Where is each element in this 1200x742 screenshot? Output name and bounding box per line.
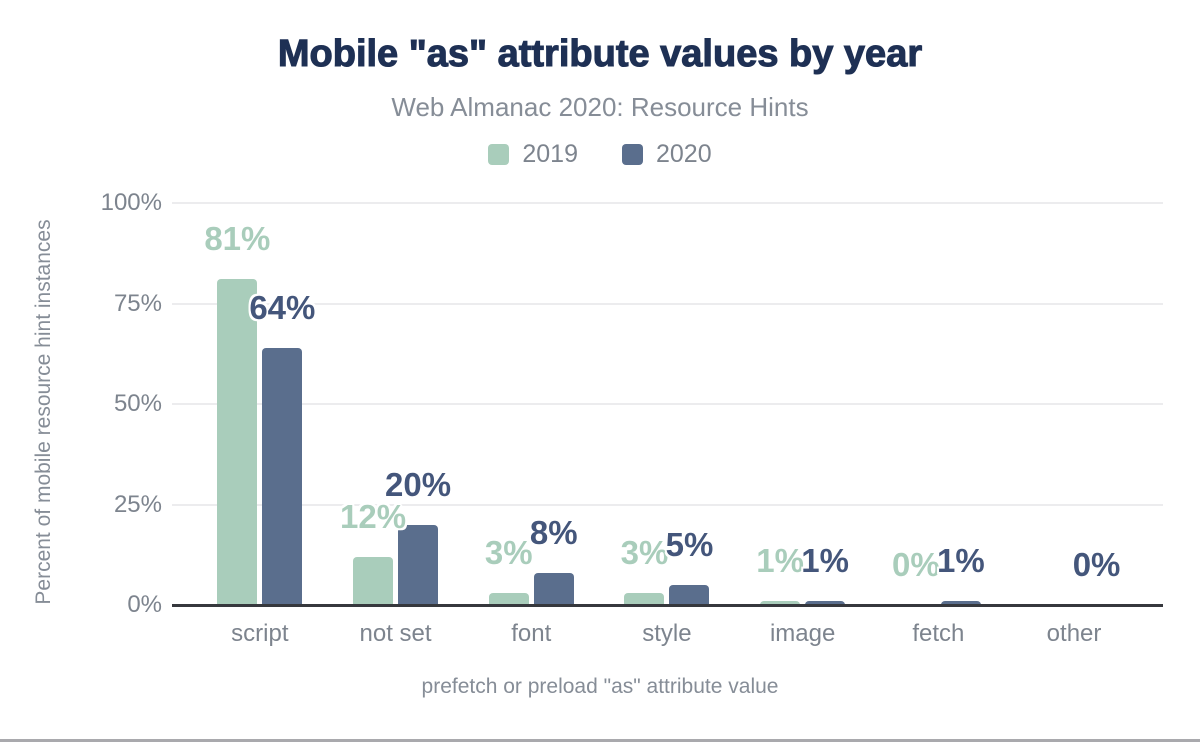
gridline-75 xyxy=(172,302,1163,305)
bar-2019-style xyxy=(624,592,665,605)
gridline-100 xyxy=(172,202,1163,204)
y-tick-label-100: 100% xyxy=(100,189,162,216)
category-label-image: image xyxy=(769,620,836,647)
category-label-other: other xyxy=(1046,620,1102,647)
bar-2019-script xyxy=(217,279,258,605)
legend: 2019 2020 xyxy=(0,140,1200,169)
gridline-50 xyxy=(172,403,1163,405)
chart-subtitle: Web Almanac 2020: Resource Hints xyxy=(391,92,809,122)
y-tick-label-25: 25% xyxy=(113,490,162,518)
bottom-edge-divider xyxy=(0,739,1200,742)
category-label-not-set: not set xyxy=(359,620,432,647)
bar-2020-style xyxy=(669,584,710,605)
y-tick-label-75: 75% xyxy=(113,289,162,317)
bar-value-label-2020-style: 5% xyxy=(665,525,714,563)
legend-swatch-icon xyxy=(622,144,643,165)
legend-label: 2019 xyxy=(522,140,578,168)
chart-title: Mobile "as" attribute values by year xyxy=(277,32,923,75)
bar-value-label-2020-image: 1% xyxy=(801,541,849,579)
bar-value-label-2020-fetch: 1% xyxy=(936,541,985,579)
bar-value-label-2019-not-set: 12% xyxy=(340,497,407,535)
bar-value-label-2019-font: 3% xyxy=(484,533,533,571)
bar-value-label-2020-other: 0% xyxy=(1072,546,1121,583)
y-tick-label-0: 0% xyxy=(127,591,162,618)
bar-2019-font xyxy=(488,592,529,605)
legend-item-2019[interactable]: 2019 xyxy=(488,140,578,169)
category-label-fetch: fetch xyxy=(912,620,965,647)
category-label-style: style xyxy=(642,620,692,647)
bar-2020-fetch xyxy=(940,600,981,605)
bar-value-label-2019-fetch: 0% xyxy=(891,546,940,583)
bar-value-label-2020-not-set: 20% xyxy=(385,465,452,503)
y-axis-title: Percent of mobile resource hint instance… xyxy=(32,219,55,605)
legend-swatch-icon xyxy=(488,144,510,165)
bar-2020-font xyxy=(533,572,574,605)
bar-value-label-2019-script: 81% xyxy=(204,220,271,258)
category-label-script: script xyxy=(231,620,289,647)
bar-value-label-2019-style: 3% xyxy=(620,533,669,571)
bar-2020-script xyxy=(262,347,303,605)
x-axis-line xyxy=(172,604,1163,607)
y-tick-label-50: 50% xyxy=(113,390,162,417)
bar-value-label-2019-image: 1% xyxy=(756,541,804,579)
legend-item-2020[interactable]: 2020 xyxy=(622,140,712,169)
gridline-25 xyxy=(172,503,1163,506)
category-label-font: font xyxy=(511,620,552,647)
bar-2020-image xyxy=(805,600,846,605)
x-axis-title: prefetch or preload "as" attribute value xyxy=(421,675,779,698)
legend-label: 2020 xyxy=(656,140,712,168)
bar-value-label-2020-font: 8% xyxy=(529,513,578,551)
bar-value-label-2020-script: 64% xyxy=(249,288,316,326)
bar-2020-not-set xyxy=(398,524,439,605)
bar-2019-image xyxy=(760,600,801,605)
bar-2019-not-set xyxy=(353,556,394,605)
